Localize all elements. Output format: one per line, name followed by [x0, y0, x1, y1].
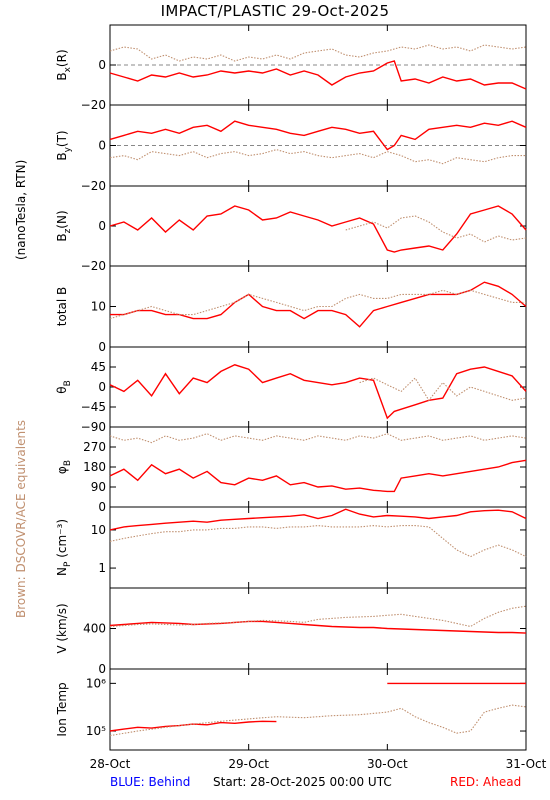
x-tick-label: 31-Oct: [506, 757, 547, 771]
ahead-series: [109, 620, 527, 634]
ahead-series: [109, 205, 527, 253]
y-tick-label: 1: [98, 561, 106, 575]
panel-frame: [109, 426, 527, 508]
ahead-legend: RED: Ahead: [450, 775, 522, 789]
brown-series: [109, 525, 527, 558]
y-tick-label: 10⁵: [86, 724, 106, 738]
y-tick-label: −90: [81, 420, 106, 434]
y-tick-label: 45: [91, 360, 106, 374]
panel-phi: 270 180 90 0 φB: [55, 426, 527, 514]
y-tick-label: 90: [91, 480, 106, 494]
plot-title: IMPACT/PLASTIC 29-Oct-2025: [160, 2, 390, 20]
y-tick-label: 10: [91, 300, 106, 314]
panel-temp: 10⁶ 10⁵ Ion Temp: [55, 668, 527, 751]
panel-bz: 0 −20 Bz(N): [55, 185, 527, 273]
brown-series: [109, 433, 527, 444]
brown-series: [109, 149, 526, 165]
y-tick-label: 0: [98, 139, 106, 153]
y-tick-label: −20: [81, 179, 106, 193]
panel-bx: 0 −20 Bx(R): [55, 24, 527, 112]
ahead-series: [109, 120, 527, 151]
y-tick-label: 0: [98, 500, 106, 514]
brown-series: [359, 377, 527, 402]
brown-series: [109, 289, 526, 320]
ahead-series: [109, 364, 527, 420]
panel-by: 0 −20 By(T): [55, 104, 527, 193]
start-time: Start: 28-Oct-2025 00:00 UTC: [213, 775, 392, 789]
y-tick-label: 10: [91, 523, 106, 537]
ahead-series: [110, 281, 527, 328]
ahead-series: [109, 60, 527, 90]
panel-total: 10 0 total B: [55, 265, 527, 354]
behind-legend: BLUE: Behind: [110, 775, 191, 789]
ahead-series: [109, 720, 277, 732]
panel-frame: [109, 346, 527, 428]
y-tick-label: −20: [81, 259, 106, 273]
y-axis-label: Bz(N): [55, 210, 73, 241]
y-tick-label: 400: [83, 622, 106, 636]
panel-v: 400 0 V (km/s): [55, 587, 527, 676]
brown-series: [109, 44, 527, 62]
panel-frame: [109, 265, 527, 348]
y-axis-label: θB: [55, 380, 73, 394]
units-label: (nanoTesla, RTN): [14, 159, 28, 260]
y-axis-label: Bx(R): [55, 49, 73, 80]
panel-np: 10 1 NP (cm⁻³): [55, 506, 527, 589]
y-tick-label: 0: [98, 380, 106, 394]
y-tick-label: −20: [81, 98, 106, 112]
brown-series: [109, 704, 527, 737]
brown-series: [345, 215, 527, 243]
x-tick-label: 28-Oct: [90, 757, 131, 771]
y-tick-label: 180: [83, 460, 106, 474]
panel-theta: 45 0 −45 −90 θB: [55, 346, 527, 434]
y-tick-label: 0: [98, 662, 106, 676]
y-tick-label: 0: [98, 58, 106, 72]
ahead-series: [109, 459, 527, 493]
panel-frame: [109, 668, 527, 751]
brown-source-label: Brown: DSCOVR/ACE equivalents: [14, 419, 28, 618]
brown-series: [109, 605, 527, 628]
y-axis-label: NP (cm⁻³): [55, 519, 73, 576]
panel-frame: [109, 587, 527, 670]
y-tick-label: −45: [81, 400, 106, 414]
y-tick-label: 270: [83, 440, 106, 454]
y-axis-label: Ion Temp: [55, 682, 69, 736]
y-axis-label: By(T): [55, 130, 73, 160]
x-tick-label: 29-Oct: [228, 757, 269, 771]
y-axis-label: φB: [55, 460, 73, 474]
x-tick-label: 30-Oct: [367, 757, 408, 771]
y-tick-label: 10⁶: [86, 676, 106, 690]
ahead-series: [109, 508, 527, 531]
y-tick-label: 0: [98, 340, 106, 354]
y-axis-label: total B: [55, 287, 69, 327]
y-axis-label: V (km/s): [55, 603, 69, 653]
y-tick-label: 0: [98, 219, 106, 233]
